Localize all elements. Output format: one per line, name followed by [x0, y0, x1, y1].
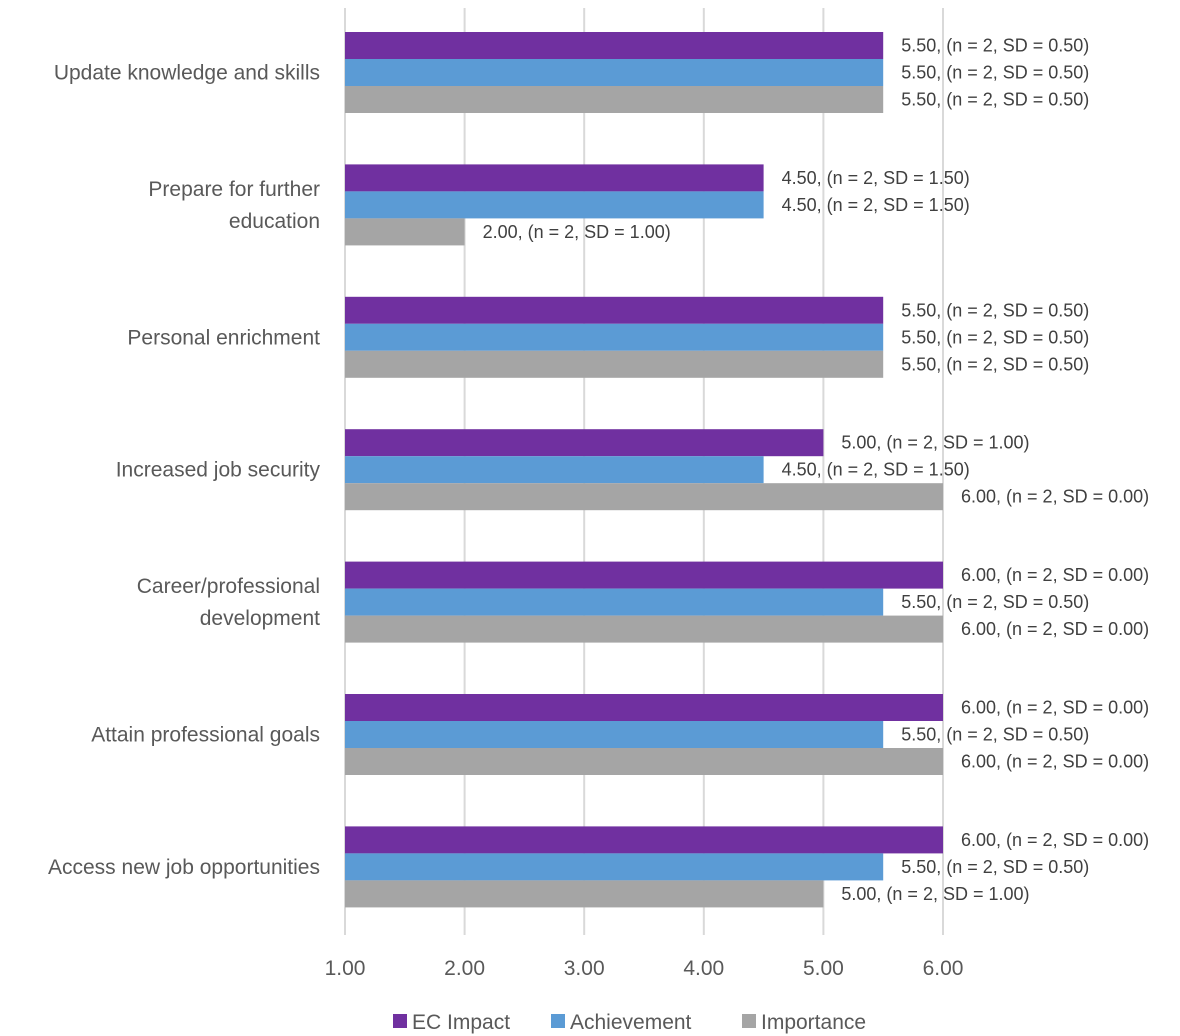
- bar-achievement: [345, 721, 884, 748]
- data-label: 5.50, (n = 2, SD = 0.50): [901, 300, 1089, 320]
- bar-ec-impact: [345, 429, 824, 457]
- bars: [345, 32, 943, 908]
- data-label: 5.50, (n = 2, SD = 0.50): [901, 36, 1089, 56]
- data-label: 6.00, (n = 2, SD = 0.00): [961, 698, 1149, 718]
- data-label: 4.50, (n = 2, SD = 1.50): [782, 195, 970, 215]
- bar-importance: [345, 86, 884, 113]
- data-label: 5.50, (n = 2, SD = 0.50): [901, 857, 1089, 877]
- data-label: 6.00, (n = 2, SD = 0.00): [961, 565, 1149, 585]
- bar-importance: [345, 218, 465, 246]
- bar-achievement: [345, 191, 764, 219]
- data-label: 5.50, (n = 2, SD = 0.50): [901, 725, 1089, 745]
- legend: EC Impact Achievement Importance: [393, 1011, 866, 1034]
- data-label: 6.00, (n = 2, SD = 0.00): [961, 830, 1149, 850]
- x-tick-label: 6.00: [923, 957, 964, 980]
- x-tick-label: 5.00: [803, 957, 844, 980]
- bar-ec-impact: [345, 164, 764, 192]
- category-labels: Update knowledge and skills Prepare for f…: [48, 62, 320, 879]
- category-label: Attain professional goals: [91, 724, 320, 747]
- bar-importance: [345, 483, 943, 511]
- legend-swatch: [742, 1014, 756, 1028]
- x-tick-labels: 1.00 2.00 3.00 4.00 5.00 6.00: [325, 957, 964, 980]
- x-tick-label: 2.00: [444, 957, 485, 980]
- bar-importance: [345, 748, 943, 775]
- bar-ec-impact: [345, 561, 943, 589]
- legend-label: EC Impact: [412, 1011, 510, 1034]
- category-label: Prepare for further: [148, 178, 320, 201]
- legend-label: Importance: [761, 1011, 866, 1034]
- category-label: education: [229, 210, 320, 233]
- data-label: 6.00, (n = 2, SD = 0.00): [961, 487, 1149, 507]
- bar-achievement: [345, 588, 884, 616]
- data-label: 5.00, (n = 2, SD = 1.00): [841, 433, 1029, 453]
- category-label: development: [200, 607, 320, 630]
- x-tick-label: 3.00: [564, 957, 605, 980]
- legend-swatch: [393, 1014, 407, 1028]
- x-tick-label: 1.00: [325, 957, 366, 980]
- bar-ec-impact: [345, 296, 884, 324]
- data-label: 6.00, (n = 2, SD = 0.00): [961, 619, 1149, 639]
- category-label: Career/professional: [137, 575, 320, 598]
- bar-achievement: [345, 456, 764, 484]
- x-tick-label: 4.00: [683, 957, 724, 980]
- category-label: Personal enrichment: [127, 326, 320, 349]
- bar-importance: [345, 615, 943, 643]
- data-label: 5.50, (n = 2, SD = 0.50): [901, 327, 1089, 347]
- data-label: 5.50, (n = 2, SD = 0.50): [901, 592, 1089, 612]
- legend-swatch: [551, 1014, 565, 1028]
- data-label: 4.50, (n = 2, SD = 1.50): [782, 460, 970, 480]
- data-label: 5.00, (n = 2, SD = 1.00): [841, 884, 1029, 904]
- data-label: 5.50, (n = 2, SD = 0.50): [901, 354, 1089, 374]
- data-label: 5.50, (n = 2, SD = 0.50): [901, 63, 1089, 83]
- data-label: 2.00, (n = 2, SD = 1.00): [483, 222, 671, 242]
- bar-importance: [345, 880, 824, 908]
- bar-achievement: [345, 59, 884, 86]
- data-label: 5.50, (n = 2, SD = 0.50): [901, 90, 1089, 110]
- bar-ec-impact: [345, 694, 943, 721]
- bar-achievement: [345, 323, 884, 351]
- bar-importance: [345, 350, 884, 378]
- legend-label: Achievement: [570, 1011, 692, 1034]
- bar-achievement: [345, 853, 884, 881]
- category-label: Update knowledge and skills: [54, 62, 320, 85]
- data-label: 6.00, (n = 2, SD = 0.00): [961, 752, 1149, 772]
- bar-ec-impact: [345, 826, 943, 854]
- category-label: Increased job security: [116, 459, 321, 482]
- data-label: 4.50, (n = 2, SD = 1.50): [782, 168, 970, 188]
- data-labels: 5.50, (n = 2, SD = 0.50) 5.50, (n = 2, SD…: [483, 36, 1150, 904]
- category-label: Access new job opportunities: [48, 856, 320, 879]
- bar-ec-impact: [345, 32, 884, 59]
